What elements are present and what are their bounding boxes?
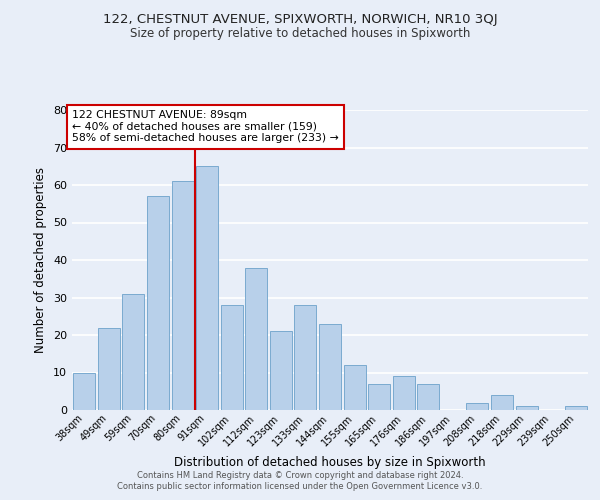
Text: Size of property relative to detached houses in Spixworth: Size of property relative to detached ho… <box>130 28 470 40</box>
Bar <box>122 294 145 410</box>
Bar <box>392 376 415 410</box>
Y-axis label: Number of detached properties: Number of detached properties <box>34 167 47 353</box>
Bar <box>245 268 268 410</box>
Bar <box>344 365 365 410</box>
Text: Contains public sector information licensed under the Open Government Licence v3: Contains public sector information licen… <box>118 482 482 491</box>
Bar <box>270 331 292 410</box>
Bar <box>368 384 390 410</box>
Bar <box>172 181 194 410</box>
Bar <box>515 406 538 410</box>
Bar <box>73 372 95 410</box>
Text: Contains HM Land Registry data © Crown copyright and database right 2024.: Contains HM Land Registry data © Crown c… <box>137 471 463 480</box>
Bar <box>319 324 341 410</box>
Bar <box>196 166 218 410</box>
Bar <box>466 402 488 410</box>
Text: 122 CHESTNUT AVENUE: 89sqm
← 40% of detached houses are smaller (159)
58% of sem: 122 CHESTNUT AVENUE: 89sqm ← 40% of deta… <box>72 110 339 143</box>
Bar <box>221 305 243 410</box>
Bar <box>417 384 439 410</box>
Bar <box>565 406 587 410</box>
Bar <box>295 305 316 410</box>
Bar <box>491 395 513 410</box>
Bar <box>147 196 169 410</box>
Bar <box>98 328 120 410</box>
X-axis label: Distribution of detached houses by size in Spixworth: Distribution of detached houses by size … <box>174 456 486 469</box>
Text: 122, CHESTNUT AVENUE, SPIXWORTH, NORWICH, NR10 3QJ: 122, CHESTNUT AVENUE, SPIXWORTH, NORWICH… <box>103 12 497 26</box>
